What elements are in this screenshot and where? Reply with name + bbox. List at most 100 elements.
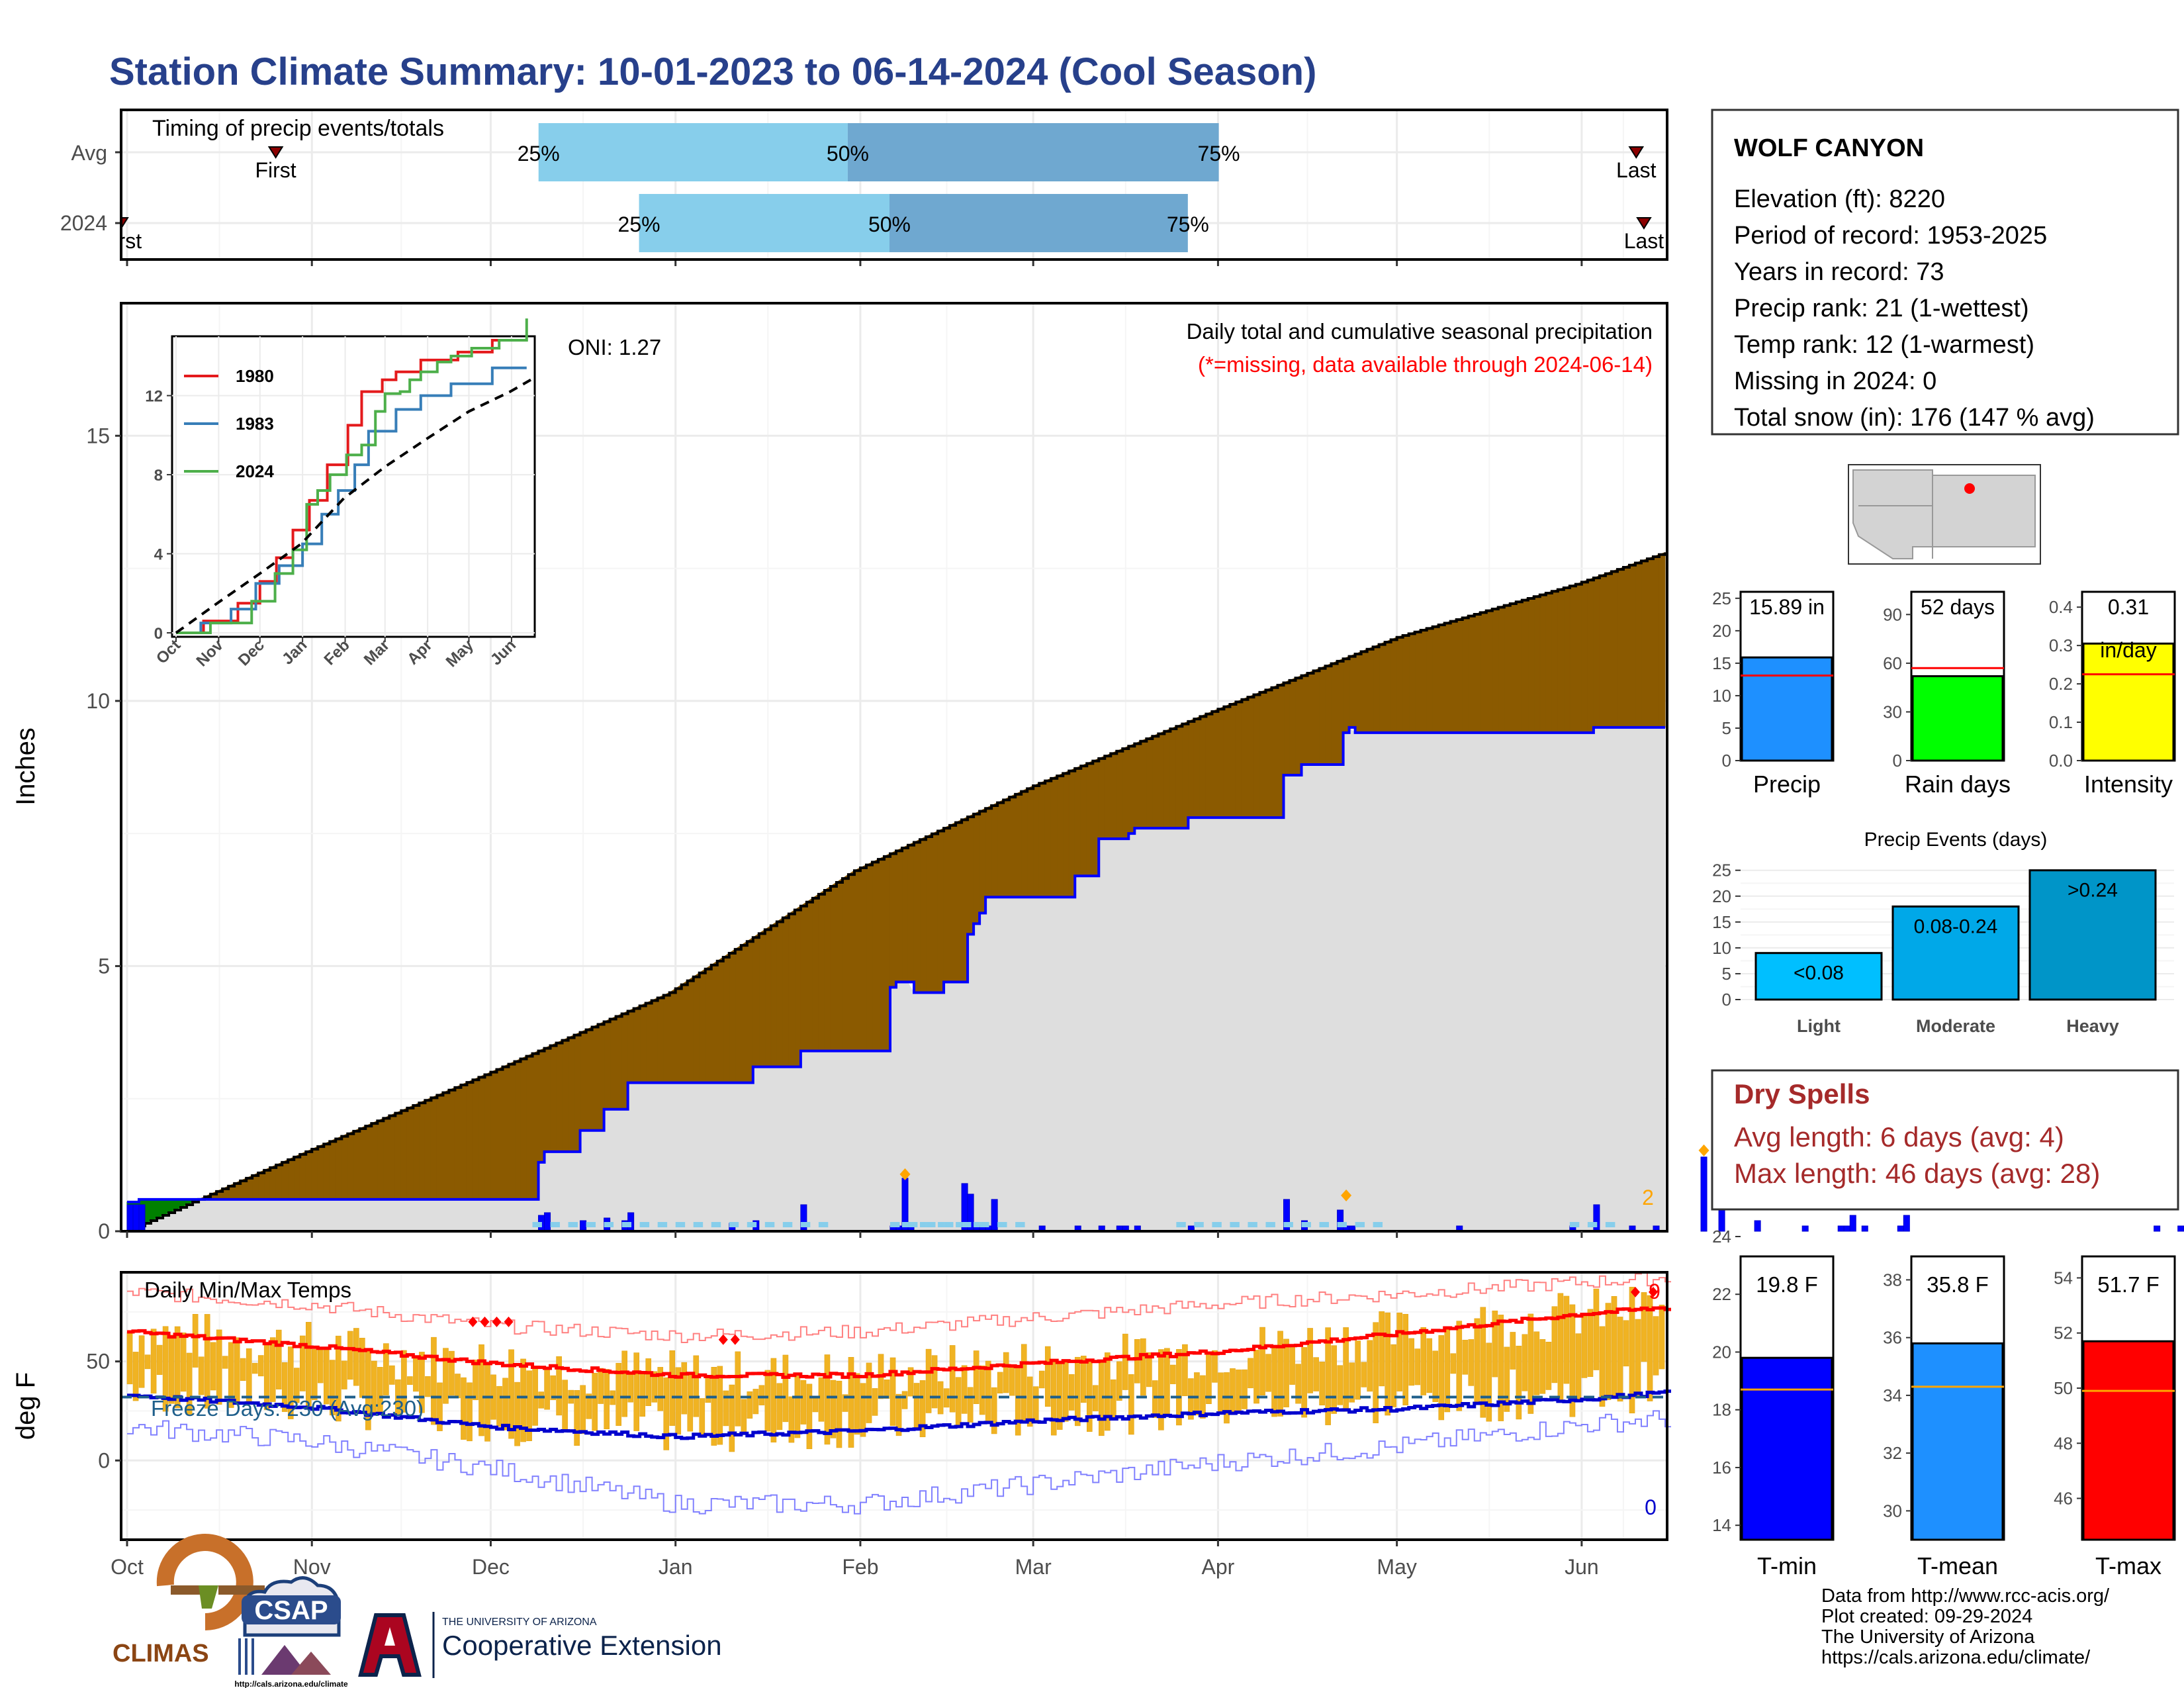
daily-temp-bar bbox=[359, 1338, 365, 1398]
trace-marker bbox=[532, 1222, 542, 1227]
daily-temp-bar bbox=[699, 1398, 705, 1435]
daily-temp-bar bbox=[1212, 1350, 1218, 1383]
deficit-area bbox=[359, 1125, 366, 1200]
trace-marker bbox=[1176, 1222, 1186, 1227]
daily-temp-bar bbox=[1146, 1352, 1152, 1387]
credit-line: Plot created: 09-29-2024 bbox=[1821, 1606, 2032, 1627]
daily-temp-bar bbox=[764, 1370, 771, 1432]
daily-temp-bar bbox=[1587, 1309, 1594, 1378]
inset-ytick-label: 0 bbox=[154, 625, 163, 643]
deficit-area bbox=[1468, 614, 1475, 733]
daily-temp-bar bbox=[425, 1376, 431, 1397]
deficit-area bbox=[729, 949, 736, 1084]
daily-temp-bar bbox=[1462, 1340, 1469, 1375]
daily-temp-bar bbox=[860, 1383, 866, 1437]
deficit-area bbox=[943, 825, 950, 982]
deficit-area bbox=[675, 984, 682, 1084]
daily-temp-bar bbox=[1218, 1372, 1224, 1413]
deficit-area bbox=[1402, 633, 1410, 733]
trace-marker bbox=[568, 1222, 578, 1227]
deficit-area bbox=[526, 1053, 533, 1200]
mini-bar-chart-rain-days: 52 days 0 30 60 90 Rain days bbox=[1883, 590, 2011, 798]
trace-marker bbox=[1373, 1222, 1383, 1227]
daily-temp-bar bbox=[1545, 1342, 1552, 1390]
daily-temp-bar bbox=[1569, 1304, 1576, 1417]
deficit-area bbox=[1146, 735, 1153, 829]
daily-temp-bar bbox=[657, 1367, 664, 1411]
daily-temp-bar bbox=[222, 1356, 228, 1369]
deficit-area bbox=[1032, 782, 1040, 898]
daily-precip-bar bbox=[1700, 1156, 1707, 1232]
daily-temp-bar bbox=[132, 1352, 139, 1401]
daily-temp-bar bbox=[1134, 1338, 1140, 1383]
event-bar-label: 0.08-0.24 bbox=[1914, 915, 1998, 937]
deficit-area bbox=[1158, 731, 1165, 829]
snow-marker bbox=[1341, 1189, 1352, 1201]
daily-temp-bar bbox=[216, 1329, 222, 1405]
daily-temp-bar bbox=[502, 1378, 508, 1430]
trace-marker bbox=[764, 1222, 775, 1227]
deficit-area bbox=[1617, 567, 1624, 728]
daily-temp-bar bbox=[1355, 1340, 1361, 1400]
deficit-area bbox=[311, 1146, 318, 1200]
daily-temp-bar bbox=[330, 1360, 336, 1416]
daily-temp-bar bbox=[580, 1385, 586, 1434]
deficit-area bbox=[681, 980, 688, 1084]
event-category-label: Moderate bbox=[1916, 1016, 1995, 1036]
daily-temp-bar bbox=[884, 1380, 890, 1399]
daily-temp-bar bbox=[1283, 1338, 1289, 1407]
deficit-area bbox=[752, 933, 760, 1068]
month-label: Jun bbox=[1565, 1555, 1599, 1579]
daily-temp-bar bbox=[413, 1358, 419, 1392]
daily-temp-bar bbox=[1522, 1334, 1528, 1391]
deficit-area bbox=[353, 1128, 360, 1200]
inset-ytick-label: 4 bbox=[154, 546, 163, 564]
inset-legend-label: 1983 bbox=[236, 414, 274, 434]
daily-temp-bar bbox=[234, 1337, 240, 1403]
daily-temp-bar bbox=[1575, 1333, 1582, 1401]
deficit-area bbox=[1086, 760, 1093, 876]
deficit-area bbox=[788, 909, 796, 1068]
daily-temp-bar bbox=[299, 1335, 306, 1391]
daily-temp-bar bbox=[407, 1376, 413, 1385]
daily-temp-bar bbox=[473, 1359, 478, 1401]
daily-temp-bar bbox=[776, 1383, 783, 1430]
deficit-area bbox=[1516, 599, 1523, 733]
station-info-box: WOLF CANYON Elevation (ft): 8220 Period o… bbox=[1711, 109, 2179, 436]
daily-precip-bar bbox=[2154, 1225, 2161, 1232]
deficit-area bbox=[723, 953, 730, 1084]
oni-label: ONI: 1.27 bbox=[568, 335, 661, 359]
deficit-area bbox=[1331, 661, 1338, 765]
events-ytick-label: 10 bbox=[1712, 938, 1731, 958]
deficit-area bbox=[580, 1029, 587, 1131]
deficit-area bbox=[538, 1047, 545, 1163]
deficit-area bbox=[1271, 684, 1278, 818]
daily-temp-bar bbox=[1373, 1322, 1379, 1423]
deficit-area bbox=[919, 836, 927, 993]
trace-marker bbox=[604, 1222, 614, 1227]
last-event-label: Last bbox=[1616, 158, 1657, 182]
daily-temp-bar bbox=[1486, 1342, 1492, 1422]
daily-temp-bar bbox=[1111, 1379, 1116, 1420]
timing-row-avg-label: Avg bbox=[71, 141, 107, 165]
temp-mini-ytick-label: 20 bbox=[1712, 1342, 1731, 1362]
deficit-area bbox=[1539, 592, 1547, 733]
daily-precip-bar bbox=[1903, 1215, 1910, 1232]
deficit-area bbox=[1623, 565, 1630, 728]
deficit-area bbox=[878, 856, 885, 1052]
daily-temp-bar bbox=[1074, 1356, 1081, 1427]
deficit-area bbox=[377, 1117, 384, 1200]
deficit-area bbox=[741, 941, 748, 1084]
daily-temp-bar bbox=[341, 1360, 347, 1389]
daily-temp-bar bbox=[1128, 1374, 1134, 1435]
mini-bar-ytick-label: 0 bbox=[1893, 751, 1902, 771]
deficit-area bbox=[1038, 780, 1046, 898]
deficit-area bbox=[424, 1097, 432, 1200]
daily-temp-bar bbox=[508, 1349, 514, 1439]
deficit-area bbox=[1438, 622, 1445, 733]
deficit-area bbox=[508, 1060, 516, 1200]
mini-bar-name: Precip bbox=[1753, 771, 1821, 798]
daily-temp-bar bbox=[1551, 1306, 1558, 1383]
deficit-area bbox=[836, 878, 843, 1052]
deficit-area bbox=[830, 882, 837, 1052]
